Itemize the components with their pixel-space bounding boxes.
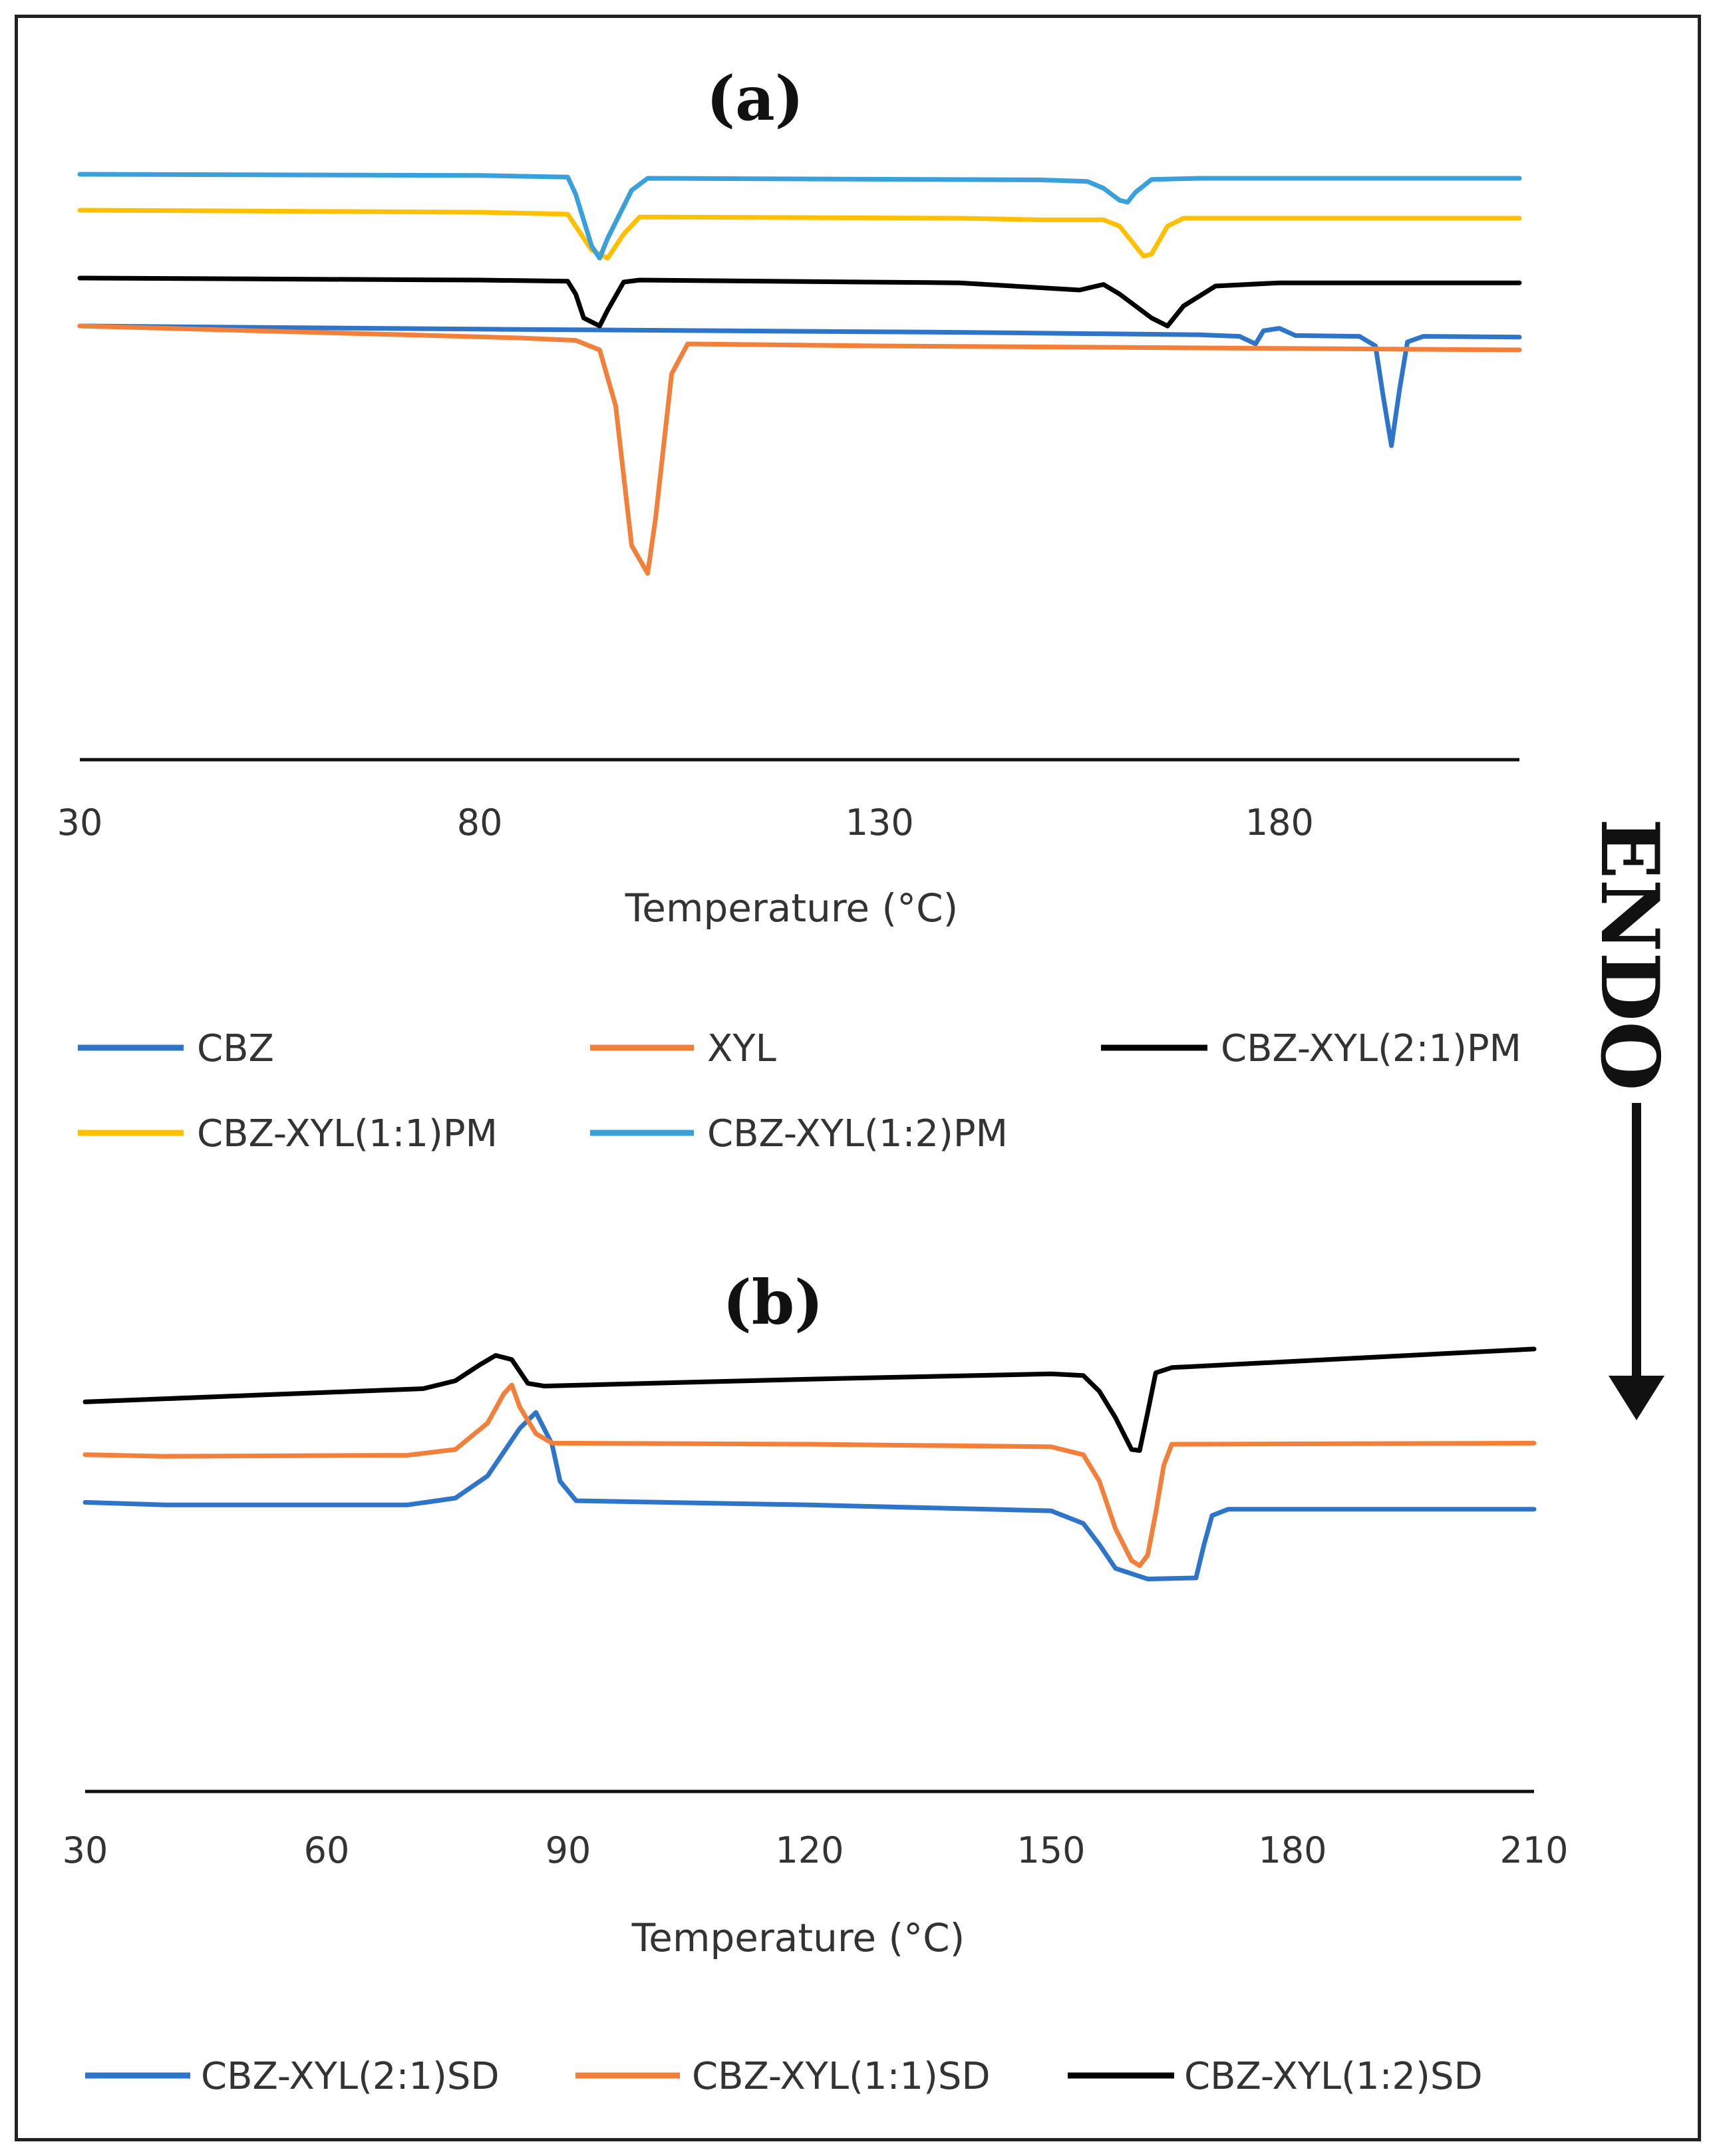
panel-a-series [77,172,1522,576]
legend-label-cbz-xyl-1-2-sd: CBZ-XYL(1:2)SD [1184,2055,1483,2098]
panel-a-series-cbz [77,323,1522,448]
legend-item-cbz-xyl-2-1-pm: CBZ-XYL(2:1)PM [1101,1027,1521,1070]
legend-item-cbz: CBZ [78,1027,274,1070]
panel-a-series-cbz-xyl-1-1-pm [77,208,1522,261]
legend-label-cbz-xyl-1-2-pm: CBZ-XYL(1:2)PM [707,1112,1008,1155]
panel-a-title: (a) [706,63,804,134]
panel-a-x-tick-180: 180 [1245,802,1314,844]
legend-label-cbz: CBZ [197,1027,274,1070]
legend-item-cbz-xyl-1-1-pm: CBZ-XYL(1:1)PM [78,1112,498,1155]
panel-b-x-tick-180: 180 [1258,1829,1327,1871]
panel-a: (a) 30 80 130 180 Temperature (°C) CBZ XYL … [57,63,1522,1155]
legend-item-xyl: XYL [590,1027,776,1070]
panel-b-series-cbz-xyl-1-1-sd [82,1382,1537,1569]
legend-label-cbz-xyl-2-1-pm: CBZ-XYL(2:1)PM [1221,1027,1521,1070]
panel-a-series-cbz-xyl-1-2-pm [77,172,1522,261]
panel-a-x-tick-30: 30 [57,802,103,844]
endo-label: ENDO [1583,818,1676,1091]
legend-item-cbz-xyl-1-1-sd: CBZ-XYL(1:1)SD [575,2055,991,2098]
panel-b-tick-labels: 30 60 90 120 150 180 210 [63,1829,1569,1871]
panel-a-legend: CBZ XYL CBZ-XYL(2:1)PM CBZ-XYL(1:1)PM CB… [78,1027,1521,1155]
panel-a-x-tick-80: 80 [457,802,503,844]
panel-b-series [82,1346,1537,1582]
panel-b-x-tick-210: 210 [1499,1829,1568,1871]
panel-a-series-cbz-xyl-2-1-pm [77,275,1522,329]
panel-b-title: (b) [722,1267,823,1338]
panel-b-x-tick-90: 90 [546,1829,591,1871]
panel-b-series-cbz-xyl-1-2-sd [82,1346,1537,1453]
panel-b-x-tick-150: 150 [1016,1829,1085,1871]
panel-b-x-tick-120: 120 [775,1829,844,1871]
panel-b-x-tick-30: 30 [63,1829,108,1871]
panel-a-tick-labels: 30 80 130 180 [57,802,1314,844]
legend-label-cbz-xyl-1-1-sd: CBZ-XYL(1:1)SD [692,2055,991,2098]
legend-label-cbz-xyl-2-1-sd: CBZ-XYL(2:1)SD [201,2055,500,2098]
panel-b: (b) 30 60 90 120 150 180 210 Temperature (°C) … [63,1267,1569,2098]
panel-a-x-axis-title: Temperature (°C) [625,885,959,931]
panel-b-x-axis-title: Temperature (°C) [631,1915,965,1960]
panel-b-x-tick-60: 60 [304,1829,350,1871]
legend-label-xyl: XYL [707,1027,776,1070]
panel-b-legend: CBZ-XYL(2:1)SD CBZ-XYL(1:1)SD CBZ-XYL(1:… [85,2055,1483,2098]
legend-item-cbz-xyl-2-1-sd: CBZ-XYL(2:1)SD [85,2055,500,2098]
legend-item-cbz-xyl-1-2-sd: CBZ-XYL(1:2)SD [1068,2055,1483,2098]
figure-frame [15,15,1701,2141]
panel-a-x-tick-130: 130 [846,802,914,844]
endo-indicator: ENDO [1583,818,1676,1420]
legend-item-cbz-xyl-1-2-pm: CBZ-XYL(1:2)PM [590,1112,1008,1155]
legend-label-cbz-xyl-1-1-pm: CBZ-XYL(1:1)PM [197,1112,498,1155]
panel-b-series-cbz-xyl-2-1-sd [82,1410,1537,1582]
panel-a-series-xyl [77,323,1522,576]
endo-arrow-head [1609,1376,1664,1420]
